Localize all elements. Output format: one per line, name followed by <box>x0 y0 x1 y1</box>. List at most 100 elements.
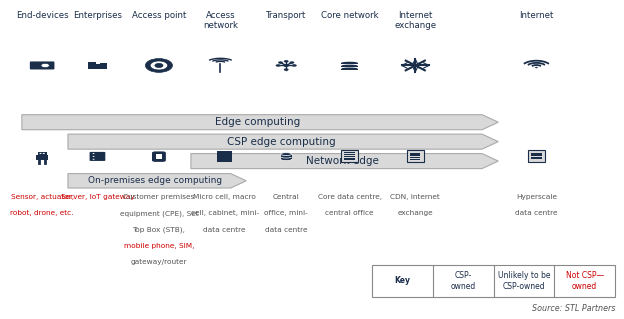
Text: robot, drone, etc.: robot, drone, etc. <box>11 210 74 216</box>
Ellipse shape <box>281 155 291 158</box>
Text: End-devices: End-devices <box>16 11 69 19</box>
Text: cell, cabinet, mini-: cell, cabinet, mini- <box>191 210 259 216</box>
Text: Micro cell, macro: Micro cell, macro <box>193 194 256 200</box>
Text: Source: STL Partners: Source: STL Partners <box>532 304 615 313</box>
Ellipse shape <box>281 153 291 156</box>
Circle shape <box>535 67 538 68</box>
Text: Hyperscale: Hyperscale <box>516 194 557 200</box>
Polygon shape <box>191 153 499 168</box>
FancyBboxPatch shape <box>94 64 101 70</box>
FancyBboxPatch shape <box>344 159 354 160</box>
FancyBboxPatch shape <box>90 158 105 161</box>
Circle shape <box>92 156 95 157</box>
Text: mobile phone, SIM,: mobile phone, SIM, <box>124 243 194 249</box>
FancyBboxPatch shape <box>217 151 232 154</box>
Circle shape <box>150 61 168 70</box>
FancyBboxPatch shape <box>531 155 542 156</box>
FancyBboxPatch shape <box>531 157 542 158</box>
Circle shape <box>145 59 172 72</box>
Circle shape <box>155 63 163 68</box>
FancyBboxPatch shape <box>100 63 107 70</box>
Text: data centre: data centre <box>203 226 246 233</box>
Text: Server, IoT gateway: Server, IoT gateway <box>61 194 134 200</box>
Text: Network edge: Network edge <box>306 156 379 166</box>
Text: central office: central office <box>325 210 374 216</box>
Text: equipment (CPE), Set: equipment (CPE), Set <box>120 210 198 217</box>
FancyBboxPatch shape <box>341 63 358 64</box>
Text: Unlikely to be
CSP-owned: Unlikely to be CSP-owned <box>498 271 550 291</box>
Circle shape <box>42 153 45 154</box>
Text: CSP-
owned: CSP- owned <box>451 271 476 291</box>
FancyBboxPatch shape <box>217 159 232 162</box>
Polygon shape <box>68 134 499 149</box>
FancyBboxPatch shape <box>36 155 48 160</box>
FancyBboxPatch shape <box>152 152 166 162</box>
Text: Customer premises: Customer premises <box>124 194 195 200</box>
Circle shape <box>292 64 297 67</box>
Circle shape <box>290 61 295 64</box>
FancyBboxPatch shape <box>528 151 545 162</box>
FancyBboxPatch shape <box>341 69 358 70</box>
FancyBboxPatch shape <box>344 158 354 159</box>
Text: office, mini-: office, mini- <box>265 210 308 216</box>
Text: Edge computing: Edge computing <box>215 117 301 127</box>
Text: Enterprises: Enterprises <box>73 11 122 19</box>
FancyBboxPatch shape <box>37 152 47 155</box>
Circle shape <box>283 64 289 67</box>
Text: Key: Key <box>394 277 411 286</box>
Polygon shape <box>68 174 246 188</box>
Circle shape <box>278 61 283 64</box>
FancyBboxPatch shape <box>531 158 542 159</box>
Text: Internet: Internet <box>519 11 553 19</box>
FancyBboxPatch shape <box>90 155 105 158</box>
Circle shape <box>92 153 95 154</box>
Text: Core data centre,: Core data centre, <box>318 194 381 200</box>
Text: CSP edge computing: CSP edge computing <box>227 137 336 147</box>
FancyBboxPatch shape <box>30 62 54 70</box>
Circle shape <box>276 64 281 67</box>
FancyBboxPatch shape <box>341 151 358 162</box>
Text: Access point: Access point <box>132 11 186 19</box>
FancyBboxPatch shape <box>88 62 96 70</box>
FancyBboxPatch shape <box>410 157 421 158</box>
Ellipse shape <box>341 68 358 70</box>
Text: Central: Central <box>273 194 300 200</box>
Text: exchange: exchange <box>397 210 433 216</box>
FancyBboxPatch shape <box>410 155 421 157</box>
FancyBboxPatch shape <box>407 151 424 162</box>
Circle shape <box>284 68 289 71</box>
FancyBboxPatch shape <box>281 157 291 159</box>
FancyBboxPatch shape <box>341 66 358 67</box>
Text: Top Box (STB),: Top Box (STB), <box>132 226 185 233</box>
Text: On-premises edge computing: On-premises edge computing <box>89 176 223 185</box>
Ellipse shape <box>341 65 358 67</box>
Ellipse shape <box>341 62 358 64</box>
Text: data centre: data centre <box>515 210 558 216</box>
FancyBboxPatch shape <box>531 154 542 155</box>
Ellipse shape <box>281 158 291 160</box>
FancyBboxPatch shape <box>410 153 421 155</box>
Circle shape <box>284 60 289 63</box>
Text: gateway/router: gateway/router <box>130 259 187 265</box>
Circle shape <box>41 63 49 68</box>
Text: Sensor, actuator,: Sensor, actuator, <box>11 194 74 200</box>
Circle shape <box>39 153 42 154</box>
Text: CDN, internet: CDN, internet <box>391 194 440 200</box>
FancyBboxPatch shape <box>281 154 291 157</box>
FancyBboxPatch shape <box>344 154 354 155</box>
Circle shape <box>92 159 95 160</box>
Text: Internet
exchange: Internet exchange <box>394 11 436 30</box>
Text: data centre: data centre <box>265 226 308 233</box>
FancyBboxPatch shape <box>344 152 354 153</box>
Text: Not CSP—
owned: Not CSP— owned <box>566 271 604 291</box>
FancyBboxPatch shape <box>156 154 162 159</box>
FancyBboxPatch shape <box>90 152 105 155</box>
FancyBboxPatch shape <box>217 154 232 157</box>
Text: Core network: Core network <box>321 11 378 19</box>
Text: Access
network: Access network <box>203 11 238 30</box>
FancyBboxPatch shape <box>373 264 615 297</box>
Text: Transport: Transport <box>266 11 306 19</box>
FancyBboxPatch shape <box>217 156 232 160</box>
FancyBboxPatch shape <box>410 159 421 160</box>
FancyBboxPatch shape <box>344 156 354 157</box>
